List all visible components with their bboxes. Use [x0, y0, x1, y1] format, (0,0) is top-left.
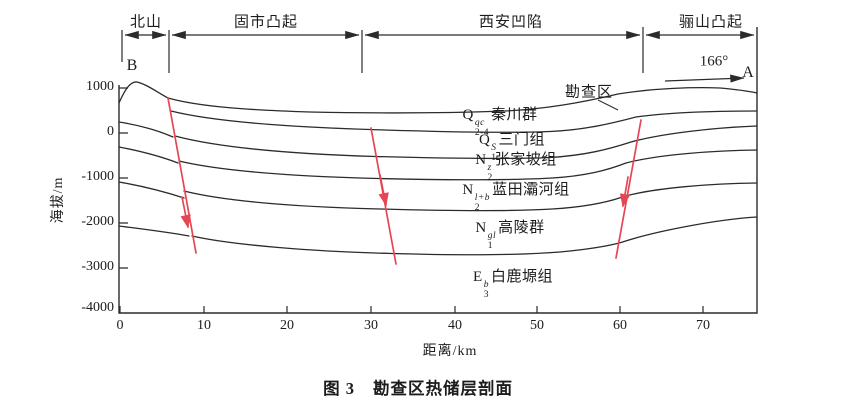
horizon-base-lantianbahe — [183, 182, 758, 212]
section-bracket-dividers — [121, 27, 644, 73]
y-tick-m4000: -4000 — [81, 300, 114, 315]
x-tick-50: 50 — [530, 318, 544, 333]
x-tick-60: 60 — [613, 318, 627, 333]
x-tick-40: 40 — [448, 318, 462, 333]
tectonic-unit-beishan: 北山 — [129, 14, 163, 31]
y-tick-m2000: -2000 — [81, 214, 114, 229]
survey-area-label: 勘查区 — [564, 84, 614, 101]
stratum-code: N — [475, 152, 487, 169]
stratum-label-sanmen: Q S 1 三门组 — [479, 128, 545, 164]
horizon-west-block-2 — [118, 146, 179, 164]
axes-frame — [118, 27, 758, 314]
stratum-name: 蓝田灞河组 — [492, 182, 570, 199]
stratum-name: 白鹿塬组 — [490, 269, 553, 286]
horizon-west-block-1 — [118, 121, 174, 138]
figure-caption: 图 3 勘查区热储层剖面 — [323, 375, 513, 399]
tectonic-unit-lishan-uplift: 骊山凸起 — [678, 14, 744, 31]
stratum-code: N — [462, 182, 474, 199]
stratum-code: Q — [478, 132, 491, 149]
y-tick-m1000: -1000 — [81, 169, 114, 184]
x-axis-title: 距离/km — [422, 344, 478, 359]
x-axis-ticks — [119, 306, 704, 313]
x-tick-20: 20 — [280, 318, 294, 333]
x-tick-30: 30 — [364, 318, 378, 333]
figure-number: 图 3 — [323, 379, 355, 398]
fault-middle-slip-arrow — [378, 174, 389, 207]
figure-title: 勘查区热储层剖面 — [372, 379, 513, 398]
stratum-code: E — [473, 269, 483, 286]
stratum-name: 三门组 — [498, 132, 546, 149]
stratum-code: N — [475, 220, 487, 237]
fault-east-slip-arrow — [619, 176, 631, 208]
tectonic-unit-gushi-uplift: 固市凸起 — [233, 14, 299, 31]
y-tick-0: 0 — [107, 124, 114, 139]
x-tick-10: 10 — [197, 318, 211, 333]
y-tick-m3000: -3000 — [81, 259, 114, 274]
y-axis-ticks — [119, 87, 128, 269]
section-endpoint-a: A — [742, 64, 754, 81]
bearing-arrow — [664, 74, 745, 83]
horizon-west-block-4 — [118, 225, 190, 237]
stratum-name: 高陵群 — [498, 220, 545, 237]
stratum-subsup: l+b 2 — [474, 193, 491, 213]
y-tick-1000: 1000 — [86, 79, 114, 94]
horizon-ground-surface — [118, 81, 758, 114]
bearing-label: 166° — [699, 53, 729, 70]
stratum-subsup: qc 2-4 — [474, 118, 489, 138]
section-endpoint-b: B — [126, 57, 138, 74]
horizon-base-zhangjiapo — [178, 149, 758, 181]
tectonic-unit-xian-depression: 西安凹陷 — [478, 14, 544, 31]
horizon-base-qinchuan — [170, 110, 758, 133]
fault-east — [615, 119, 642, 259]
stratum-name: 秦川群 — [491, 107, 538, 124]
stratum-subsup: gl 1 — [487, 231, 497, 251]
x-tick-0: 0 — [116, 318, 124, 333]
horizon-base-sanmen — [174, 125, 758, 160]
fault-west — [167, 97, 197, 254]
fault-west-slip-arrow — [180, 196, 191, 229]
x-tick-70: 70 — [696, 318, 710, 333]
stratum-name: 张家坡组 — [494, 152, 557, 169]
horizon-base-gaoling — [191, 216, 758, 256]
survey-leader-line — [597, 99, 619, 111]
stratum-code: Q — [462, 107, 474, 124]
horizon-west-block-3 — [118, 181, 185, 199]
